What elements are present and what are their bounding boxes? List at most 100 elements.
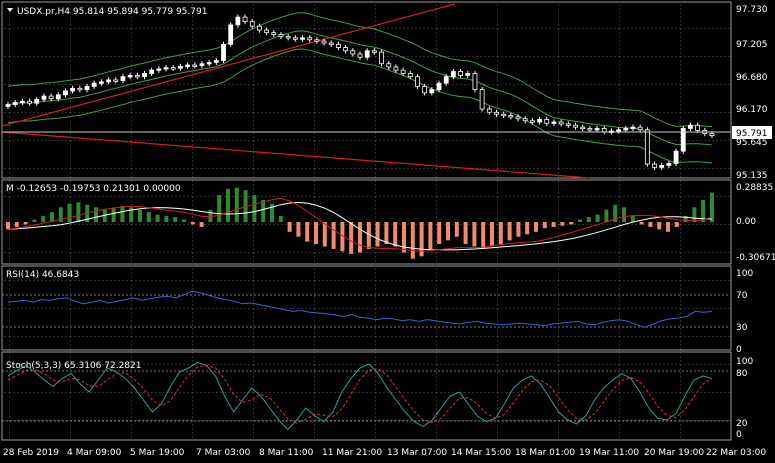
momentum-bar bbox=[419, 222, 424, 257]
momentum-bar bbox=[358, 222, 362, 253]
time-label: 28 Feb 2019 bbox=[3, 448, 59, 458]
candle bbox=[522, 118, 528, 122]
candle bbox=[5, 104, 11, 107]
momentum-bar bbox=[129, 207, 134, 222]
candle bbox=[429, 89, 435, 94]
momentum-bar bbox=[542, 222, 547, 229]
stoch-tick: 0 bbox=[736, 430, 742, 440]
time-label: 19 Mar 11:00 bbox=[579, 448, 639, 458]
momentum-signal-line bbox=[7, 201, 713, 251]
momentum-bar bbox=[595, 214, 600, 222]
time-label: 4 Mar 09:00 bbox=[67, 448, 122, 458]
momentum-bar bbox=[199, 222, 204, 227]
candle bbox=[565, 123, 571, 126]
momentum-bar bbox=[613, 204, 618, 222]
momentum-bar bbox=[243, 190, 248, 222]
candle bbox=[587, 128, 593, 131]
stoch-main-line bbox=[7, 361, 713, 431]
candle bbox=[156, 68, 162, 71]
price-tick: 97.730 bbox=[736, 5, 768, 15]
price-tick: 95.645 bbox=[736, 138, 768, 148]
momentum-bar bbox=[710, 192, 714, 222]
candle bbox=[530, 120, 535, 123]
candle bbox=[666, 163, 672, 166]
candle bbox=[271, 32, 277, 36]
stoch-tick: 20 bbox=[736, 419, 748, 429]
momentum-bar bbox=[349, 222, 354, 254]
momentum-bar bbox=[674, 222, 679, 227]
momentum-tick: -0.30671 bbox=[736, 253, 775, 263]
momentum-bar bbox=[270, 203, 274, 222]
momentum-bar bbox=[683, 215, 688, 222]
candle bbox=[98, 81, 104, 84]
momentum-bar bbox=[639, 222, 644, 225]
bollinger-middle bbox=[7, 30, 713, 146]
stoch-tick: 80 bbox=[736, 369, 748, 379]
momentum-bar bbox=[173, 217, 178, 222]
momentum-bar bbox=[384, 222, 389, 245]
momentum-bar bbox=[217, 195, 222, 222]
candle bbox=[537, 119, 542, 123]
momentum-bar bbox=[14, 222, 19, 227]
candle bbox=[357, 53, 363, 58]
momentum-bar bbox=[182, 219, 186, 222]
momentum-bar bbox=[252, 195, 257, 222]
momentum-bar bbox=[76, 202, 81, 222]
rsi-axis: 100 70 30 0 bbox=[736, 269, 753, 355]
candle bbox=[91, 82, 97, 87]
momentum-bar bbox=[190, 222, 195, 225]
stoch-pane[interactable] bbox=[1, 351, 732, 441]
candle bbox=[709, 133, 715, 136]
candle bbox=[616, 129, 622, 132]
candle bbox=[149, 69, 155, 74]
price-tick: 95.135 bbox=[736, 171, 768, 181]
candle bbox=[465, 73, 471, 76]
candle bbox=[257, 25, 262, 31]
time-label: 7 Mar 03:00 bbox=[196, 448, 251, 458]
momentum-bar bbox=[446, 222, 450, 241]
bollinger-lower bbox=[7, 48, 713, 164]
candle bbox=[163, 67, 169, 70]
momentum-bar bbox=[630, 215, 635, 222]
momentum-tick: 0.00 bbox=[736, 217, 756, 227]
momentum-bar bbox=[23, 222, 28, 225]
candle bbox=[580, 126, 586, 130]
momentum-bar bbox=[155, 214, 160, 222]
symbol-menu-arrow-icon[interactable] bbox=[7, 8, 13, 12]
momentum-bar bbox=[102, 209, 107, 222]
price-tick: 97.205 bbox=[736, 40, 768, 50]
momentum-bar bbox=[604, 209, 609, 222]
main-pane[interactable] bbox=[1, 1, 732, 179]
momentum-bar bbox=[569, 222, 574, 225]
rsi-pane[interactable] bbox=[1, 265, 732, 351]
candle bbox=[501, 113, 507, 117]
momentum-bar bbox=[428, 222, 433, 249]
momentum-bar bbox=[586, 217, 591, 222]
momentum-bar bbox=[402, 222, 406, 253]
candle bbox=[680, 128, 686, 152]
stoch-tick: 100 bbox=[736, 357, 753, 367]
candle bbox=[558, 121, 564, 125]
candle bbox=[630, 126, 636, 130]
momentum-bar bbox=[314, 222, 318, 245]
candle bbox=[508, 115, 514, 118]
stoch-signal-line bbox=[7, 365, 713, 424]
momentum-bar bbox=[481, 222, 486, 249]
price-series bbox=[1, 3, 715, 179]
momentum-bar bbox=[516, 222, 521, 237]
time-label: 18 Mar 01:00 bbox=[515, 448, 575, 458]
price-tick: 96.170 bbox=[736, 105, 768, 115]
momentum-bar bbox=[666, 222, 670, 232]
rsi-tick: 0 bbox=[736, 345, 742, 355]
momentum-bar bbox=[463, 222, 468, 245]
candle bbox=[178, 65, 183, 69]
candle bbox=[127, 74, 133, 78]
rsi-line bbox=[7, 290, 713, 328]
rsi-tick: 70 bbox=[736, 291, 748, 301]
candle bbox=[573, 124, 578, 128]
rsi-series bbox=[7, 290, 713, 328]
candle bbox=[120, 76, 126, 81]
candle bbox=[350, 50, 356, 55]
candle bbox=[249, 21, 255, 27]
